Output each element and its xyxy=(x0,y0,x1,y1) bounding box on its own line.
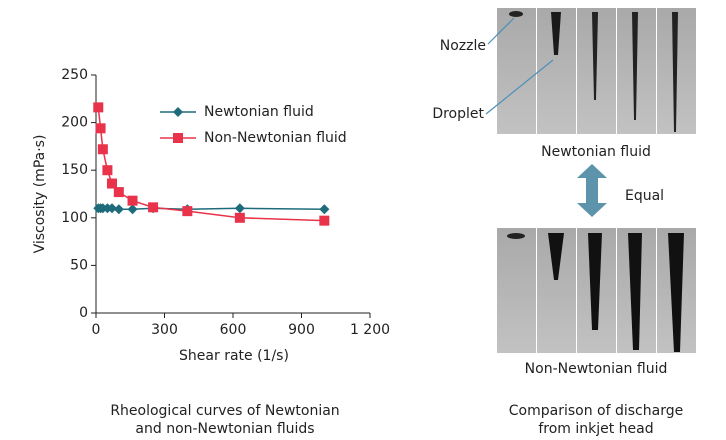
x-tick-label: 300 xyxy=(151,322,178,338)
marker xyxy=(128,196,138,206)
x-tick-label: 600 xyxy=(220,322,247,338)
marker xyxy=(319,204,329,214)
photo-caption: from inkjet head xyxy=(538,421,653,437)
marker xyxy=(148,202,158,212)
y-tick-label: 150 xyxy=(61,162,88,178)
marker xyxy=(173,107,183,117)
y-tick-label: 50 xyxy=(70,257,88,273)
top-photo-label: Newtonian fluid xyxy=(541,144,651,160)
chart-caption: and non-Newtonian fluids xyxy=(135,421,314,437)
droplet-label: Droplet xyxy=(432,106,484,122)
nozzle-label: Nozzle xyxy=(440,38,486,54)
equal-label: Equal xyxy=(625,188,664,204)
legend-label: Non-Newtonian fluid xyxy=(204,130,347,146)
legend-label: Newtonian fluid xyxy=(204,104,314,120)
marker xyxy=(114,204,124,214)
photo-top xyxy=(497,8,696,134)
marker xyxy=(96,123,106,133)
x-tick-label: 1 200 xyxy=(350,322,390,338)
photo-caption: Comparison of discharge xyxy=(509,403,683,419)
x-tick-label: 900 xyxy=(288,322,315,338)
x-tick-label: 0 xyxy=(92,322,101,338)
marker xyxy=(235,213,245,223)
equal-arrow xyxy=(577,164,607,217)
marker xyxy=(128,204,138,214)
figure: Nozzle Droplet Newtonian fluid Equal Non… xyxy=(0,0,726,440)
marker xyxy=(319,216,329,226)
x-axis-label: Shear rate (1/s) xyxy=(179,348,289,364)
marker xyxy=(235,203,245,213)
y-tick-label: 0 xyxy=(79,305,88,321)
marker xyxy=(114,187,124,197)
y-tick-label: 250 xyxy=(61,67,88,83)
marker xyxy=(182,206,192,216)
marker xyxy=(102,165,112,175)
y-tick-label: 200 xyxy=(61,115,88,131)
chart-caption: Rheological curves of Newtonian xyxy=(110,403,339,419)
y-axis-label: Viscosity (mPa·s) xyxy=(32,135,48,254)
marker xyxy=(98,144,108,154)
marker xyxy=(173,133,183,143)
photo-bottom xyxy=(497,228,696,353)
marker xyxy=(93,102,103,112)
marker xyxy=(107,179,117,189)
y-tick-label: 100 xyxy=(61,210,88,226)
bottom-photo-label: Non-Newtonian fluid xyxy=(525,361,668,377)
